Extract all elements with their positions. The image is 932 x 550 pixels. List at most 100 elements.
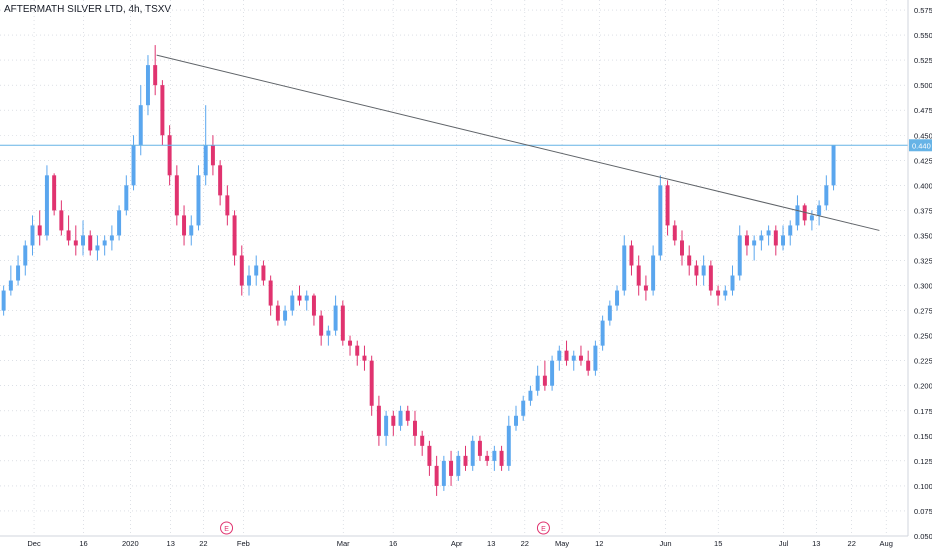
candle-body	[586, 360, 591, 371]
earnings-marker-label: E	[541, 526, 546, 533]
candle-body	[485, 455, 490, 461]
candle-body	[348, 340, 353, 346]
candle-body	[759, 235, 764, 241]
candle-body	[492, 450, 497, 461]
candle-body	[773, 230, 778, 246]
candle-body	[607, 305, 612, 321]
candle-body	[795, 205, 800, 226]
x-tick-label: Jun	[660, 539, 672, 548]
candle-body	[817, 205, 822, 216]
candle-body	[239, 255, 244, 286]
candle-body	[225, 195, 230, 216]
candle-body	[369, 360, 374, 406]
candle-body	[376, 405, 381, 436]
x-tick-label: 13	[167, 539, 175, 548]
candle-body	[131, 145, 136, 186]
candle-body	[145, 65, 150, 106]
candle-body	[254, 265, 259, 276]
candle-body	[268, 280, 273, 306]
candle-body	[680, 240, 684, 256]
candle-body	[824, 185, 829, 206]
candle-body	[622, 245, 627, 291]
candle-body	[564, 350, 569, 361]
y-tick-label: 0.450	[914, 131, 932, 140]
candle-body	[752, 240, 757, 246]
candle-body	[629, 245, 634, 266]
candle-body	[809, 215, 814, 221]
x-tick-label: 16	[79, 539, 87, 548]
y-tick-label: 0.325	[914, 256, 932, 265]
candle-body	[124, 185, 129, 211]
candle-body	[160, 85, 165, 136]
candle-body	[59, 210, 64, 231]
candle-body	[643, 285, 648, 291]
candle-body	[167, 135, 172, 176]
candle-body	[708, 265, 713, 291]
y-tick-label: 0.100	[914, 482, 932, 491]
price-label-bg	[909, 139, 932, 152]
y-tick-label: 0.150	[914, 432, 932, 441]
y-tick-label: 0.400	[914, 181, 932, 190]
y-tick-label: 0.475	[914, 106, 932, 115]
candle-body	[542, 375, 547, 386]
candle-body	[535, 375, 540, 391]
y-tick-label: 0.350	[914, 231, 932, 240]
overlay-lines	[0, 54, 908, 231]
grid	[0, 0, 908, 537]
candle-body	[694, 265, 699, 276]
candle-body	[766, 230, 771, 236]
candle-body	[340, 305, 345, 341]
candle-body	[66, 230, 71, 241]
candle-body	[730, 275, 735, 291]
candle-body	[218, 165, 223, 196]
y-tick-label: 0.425	[914, 156, 932, 165]
candle-body	[304, 295, 309, 301]
candle-body	[44, 175, 49, 236]
candle-body	[528, 390, 533, 401]
chart-title: AFTERMATH SILVER LTD, 4h, TSXV	[4, 4, 172, 15]
candle-body	[102, 240, 107, 246]
candle-body	[737, 235, 742, 276]
y-tick-label: 0.175	[914, 407, 932, 416]
candle-body	[449, 460, 454, 476]
candle-body	[470, 440, 475, 466]
candle-body	[117, 210, 122, 236]
x-tick-label: Apr	[451, 539, 463, 548]
x-tick-label: 13	[812, 539, 820, 548]
candle-body	[636, 265, 641, 286]
candle-body	[744, 235, 749, 246]
y-tick-label: 0.200	[914, 382, 932, 391]
candle-body	[701, 265, 706, 276]
x-tick-label: 2020	[122, 539, 139, 548]
x-tick-label: 12	[595, 539, 603, 548]
candle-body	[189, 225, 194, 236]
candle-body	[412, 420, 417, 436]
candle-body	[138, 105, 143, 146]
candle-body	[788, 225, 793, 236]
candle-body	[441, 460, 446, 486]
candle-body	[247, 275, 251, 286]
x-tick-label: 22	[521, 539, 529, 548]
candle-body	[203, 145, 208, 176]
candle-body	[578, 355, 583, 361]
candle-body	[802, 205, 807, 221]
candle-body	[174, 175, 179, 216]
candle-body	[550, 360, 555, 386]
candle-body	[37, 225, 42, 236]
candle-body	[615, 290, 620, 306]
candle-body	[716, 290, 721, 296]
candle-body	[405, 410, 410, 421]
price-label: 0.440	[912, 141, 931, 150]
trendline	[156, 54, 880, 231]
candle-body	[521, 400, 526, 416]
candle-body	[275, 305, 280, 321]
candle-body	[514, 415, 518, 426]
candle-body	[23, 245, 28, 266]
candle-body	[672, 225, 677, 241]
candle-body	[196, 175, 201, 226]
candle-body	[326, 330, 331, 336]
y-tick-label: 0.125	[914, 457, 932, 466]
candle-body	[333, 305, 338, 331]
